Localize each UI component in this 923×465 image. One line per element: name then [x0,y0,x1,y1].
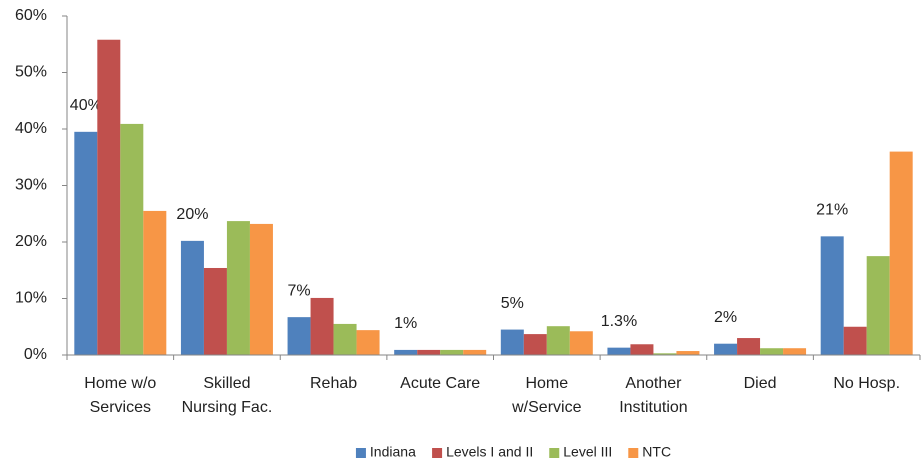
legend-swatch [628,448,639,458]
bar [783,348,807,355]
bar [866,256,890,355]
bar [394,349,418,355]
x-tick-label: Died [744,375,777,392]
bar [143,210,167,355]
x-tick-label: Home w/o Services [84,375,156,416]
bar [120,123,144,355]
bar [760,348,784,355]
bar [74,131,98,355]
bar [820,236,844,355]
data-label: 1% [394,315,417,332]
y-tick-label: 0% [24,346,47,363]
bar [653,353,677,355]
y-tick-label: 10% [15,290,47,307]
bar [630,344,654,355]
y-tick-label: 20% [15,233,47,250]
bar [607,347,631,355]
x-tick-label: Another Institution [619,375,687,416]
bar [546,326,570,355]
legend-swatch [549,448,560,458]
data-label: 5% [501,295,524,312]
data-label: 2% [714,309,737,326]
legend-label: Level III [563,444,612,460]
x-tick-label: Rehab [310,375,357,392]
bar [440,349,464,355]
legend-label: NTC [642,444,671,460]
bar [226,221,250,355]
x-tick-label: Acute Care [400,375,480,392]
legend-swatch [432,448,443,458]
data-label: 40% [70,97,102,114]
bar [333,323,357,355]
bar [180,240,204,355]
y-tick-label: 60% [15,7,47,24]
bar [310,297,334,355]
bar [889,151,913,355]
x-tick-label: Skilled Nursing Fac. [182,375,273,416]
bar [843,326,867,355]
y-tick-label: 40% [15,120,47,137]
data-label: 1.3% [601,313,637,330]
x-tick-label: No Hosp. [833,375,900,392]
data-label: 21% [816,202,848,219]
data-label: 7% [288,282,311,299]
x-tick-label: Home w/Service [511,375,581,416]
y-tick-label: 50% [15,64,47,81]
bar [249,223,273,355]
bar [569,331,593,355]
bar [417,349,441,355]
data-label: 20% [176,206,208,223]
bar [97,39,121,355]
legend-label: Levels I and II [446,444,533,460]
legend-label: Indiana [370,444,416,460]
bar [523,334,547,355]
legend-swatch [355,448,366,458]
bar [714,343,738,355]
bar [356,330,380,355]
bar [203,267,227,355]
bar [463,349,487,355]
y-tick-label: 30% [15,177,47,194]
bar [676,351,700,355]
bar [737,338,761,355]
bar [500,329,524,355]
bar [287,317,311,355]
